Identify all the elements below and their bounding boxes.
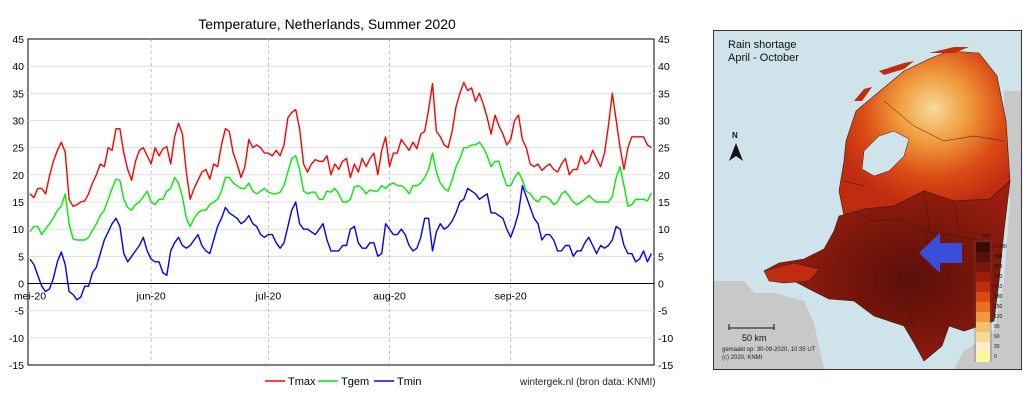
chart-title: Temperature, Netherlands, Summer 2020 <box>198 16 456 32</box>
y-tick-left-11: 40 <box>12 61 24 73</box>
x-tick-label-2: jul-20 <box>255 291 282 303</box>
legend-swatch-0 <box>976 242 990 252</box>
legend: Tmax Tgem Tmin <box>265 376 421 388</box>
province-borders <box>843 100 1005 332</box>
x-tick-label-1: jun-20 <box>136 291 166 303</box>
temperature-chart: Temperature, Netherlands, Summer 2020 -1… <box>9 16 674 388</box>
gridlines <box>28 39 654 365</box>
map-title-line1: Rain shortage <box>728 39 797 51</box>
y-tick-right-4: 5 <box>658 251 664 263</box>
x-tick-label-4: sep-20 <box>495 291 527 303</box>
legend-swatch-11 <box>976 352 990 362</box>
y-tick-right-10: 35 <box>658 88 670 100</box>
y-tick-left-0: -15 <box>9 360 24 372</box>
legend-label-10: 30 <box>994 344 1000 350</box>
legend-label-0: > 300 <box>994 244 1007 250</box>
map-footer-copyright: (c) 2020, KNMI <box>722 355 763 361</box>
x-tick-label-0: mei-20 <box>14 291 46 303</box>
netherlands-south <box>763 180 1011 362</box>
legend-swatch-10 <box>976 342 990 352</box>
wadden-islands <box>854 47 969 101</box>
map-footer-date: gemaakt op: 30-09-2020, 10:35 UT <box>722 347 816 353</box>
legend-swatch-1 <box>976 252 990 262</box>
x-axis: mei-20 jun-20 jul-20 aug-20 sep-20 <box>14 291 527 303</box>
y-tick-right-12: 45 <box>658 34 670 46</box>
y-tick-right-7: 20 <box>658 170 670 182</box>
legend-swatch-4 <box>976 282 990 292</box>
legend-label-9: 60 <box>994 334 1000 340</box>
y-axis-right: -15 -10 -5 0 5 10 15 20 25 30 35 40 45 <box>658 34 673 372</box>
legend-label-11: 0 <box>994 354 997 360</box>
legend-swatch-9 <box>976 332 990 342</box>
series-lines <box>29 81 653 301</box>
y-axis-left: -15 -10 -5 0 5 10 15 20 25 30 35 40 45 <box>9 34 24 372</box>
y-tick-left-8: 25 <box>12 143 24 155</box>
y-tick-right-8: 25 <box>658 143 670 155</box>
map-graphic <box>714 31 1021 369</box>
map-title-line2: April - October <box>728 52 799 64</box>
legend-label-4: 210 <box>994 284 1003 290</box>
legend-swatch-3 <box>976 272 990 282</box>
north-arrow-icon <box>729 143 743 161</box>
legend-label-6: 150 <box>994 304 1003 310</box>
legend-label-1: 300 <box>994 254 1003 260</box>
y-tick-left-12: 45 <box>12 34 24 46</box>
y-tick-left-7: 20 <box>12 170 24 182</box>
legend-swatch-5 <box>976 292 990 302</box>
legend-label-5: 180 <box>994 294 1003 300</box>
y-tick-left-10: 35 <box>12 88 24 100</box>
y-tick-left-4: 5 <box>18 251 24 263</box>
legend-swatch-6 <box>976 302 990 312</box>
legend-label-8: 90 <box>994 324 1000 330</box>
source-credit: wintergek.nl (bron data: KNMI) <box>519 377 656 388</box>
series-line-tmax <box>29 81 652 208</box>
series-line-tgem <box>29 141 653 241</box>
legend-swatch-8 <box>976 322 990 332</box>
legend-label-tgem: Tgem <box>341 376 369 388</box>
x-tick-label-3: aug-20 <box>373 291 406 303</box>
y-tick-right-1: -10 <box>658 333 673 345</box>
y-tick-right-0: -15 <box>658 360 673 372</box>
legend-unit: mm <box>982 233 991 239</box>
zeeland-islands <box>763 262 820 284</box>
rain-shortage-map: Rain shortage April - October N 50 km ge… <box>713 30 1022 370</box>
neighbor-land <box>714 91 1021 369</box>
y-tick-left-9: 30 <box>12 116 24 128</box>
legend-label-7: 120 <box>994 314 1003 320</box>
y-tick-right-5: 10 <box>658 224 670 236</box>
legend-swatch-2 <box>976 262 990 272</box>
y-tick-left-2: -5 <box>15 306 24 318</box>
y-tick-right-9: 30 <box>658 116 670 128</box>
north-label: N <box>732 131 738 140</box>
y-tick-right-3: 0 <box>658 279 664 291</box>
ijsselmeer <box>861 130 910 177</box>
y-tick-right-11: 40 <box>658 61 670 73</box>
legend-label-3: 240 <box>994 274 1003 280</box>
legend-swatch-7 <box>976 312 990 322</box>
y-tick-right-6: 15 <box>658 197 670 209</box>
legend-label-2: 270 <box>994 264 1003 270</box>
legend-label-tmax: Tmax <box>288 376 316 388</box>
series-line-tmin <box>29 184 653 301</box>
scale-label: 50 km <box>742 333 767 343</box>
y-tick-left-1: -10 <box>9 333 24 345</box>
y-tick-left-6: 15 <box>12 197 24 209</box>
legend-label-tmin: Tmin <box>397 376 421 388</box>
blue-arrow <box>919 233 962 273</box>
y-tick-left-3: 0 <box>18 279 24 291</box>
y-tick-left-5: 10 <box>12 224 24 236</box>
y-tick-right-2: -5 <box>658 306 667 318</box>
